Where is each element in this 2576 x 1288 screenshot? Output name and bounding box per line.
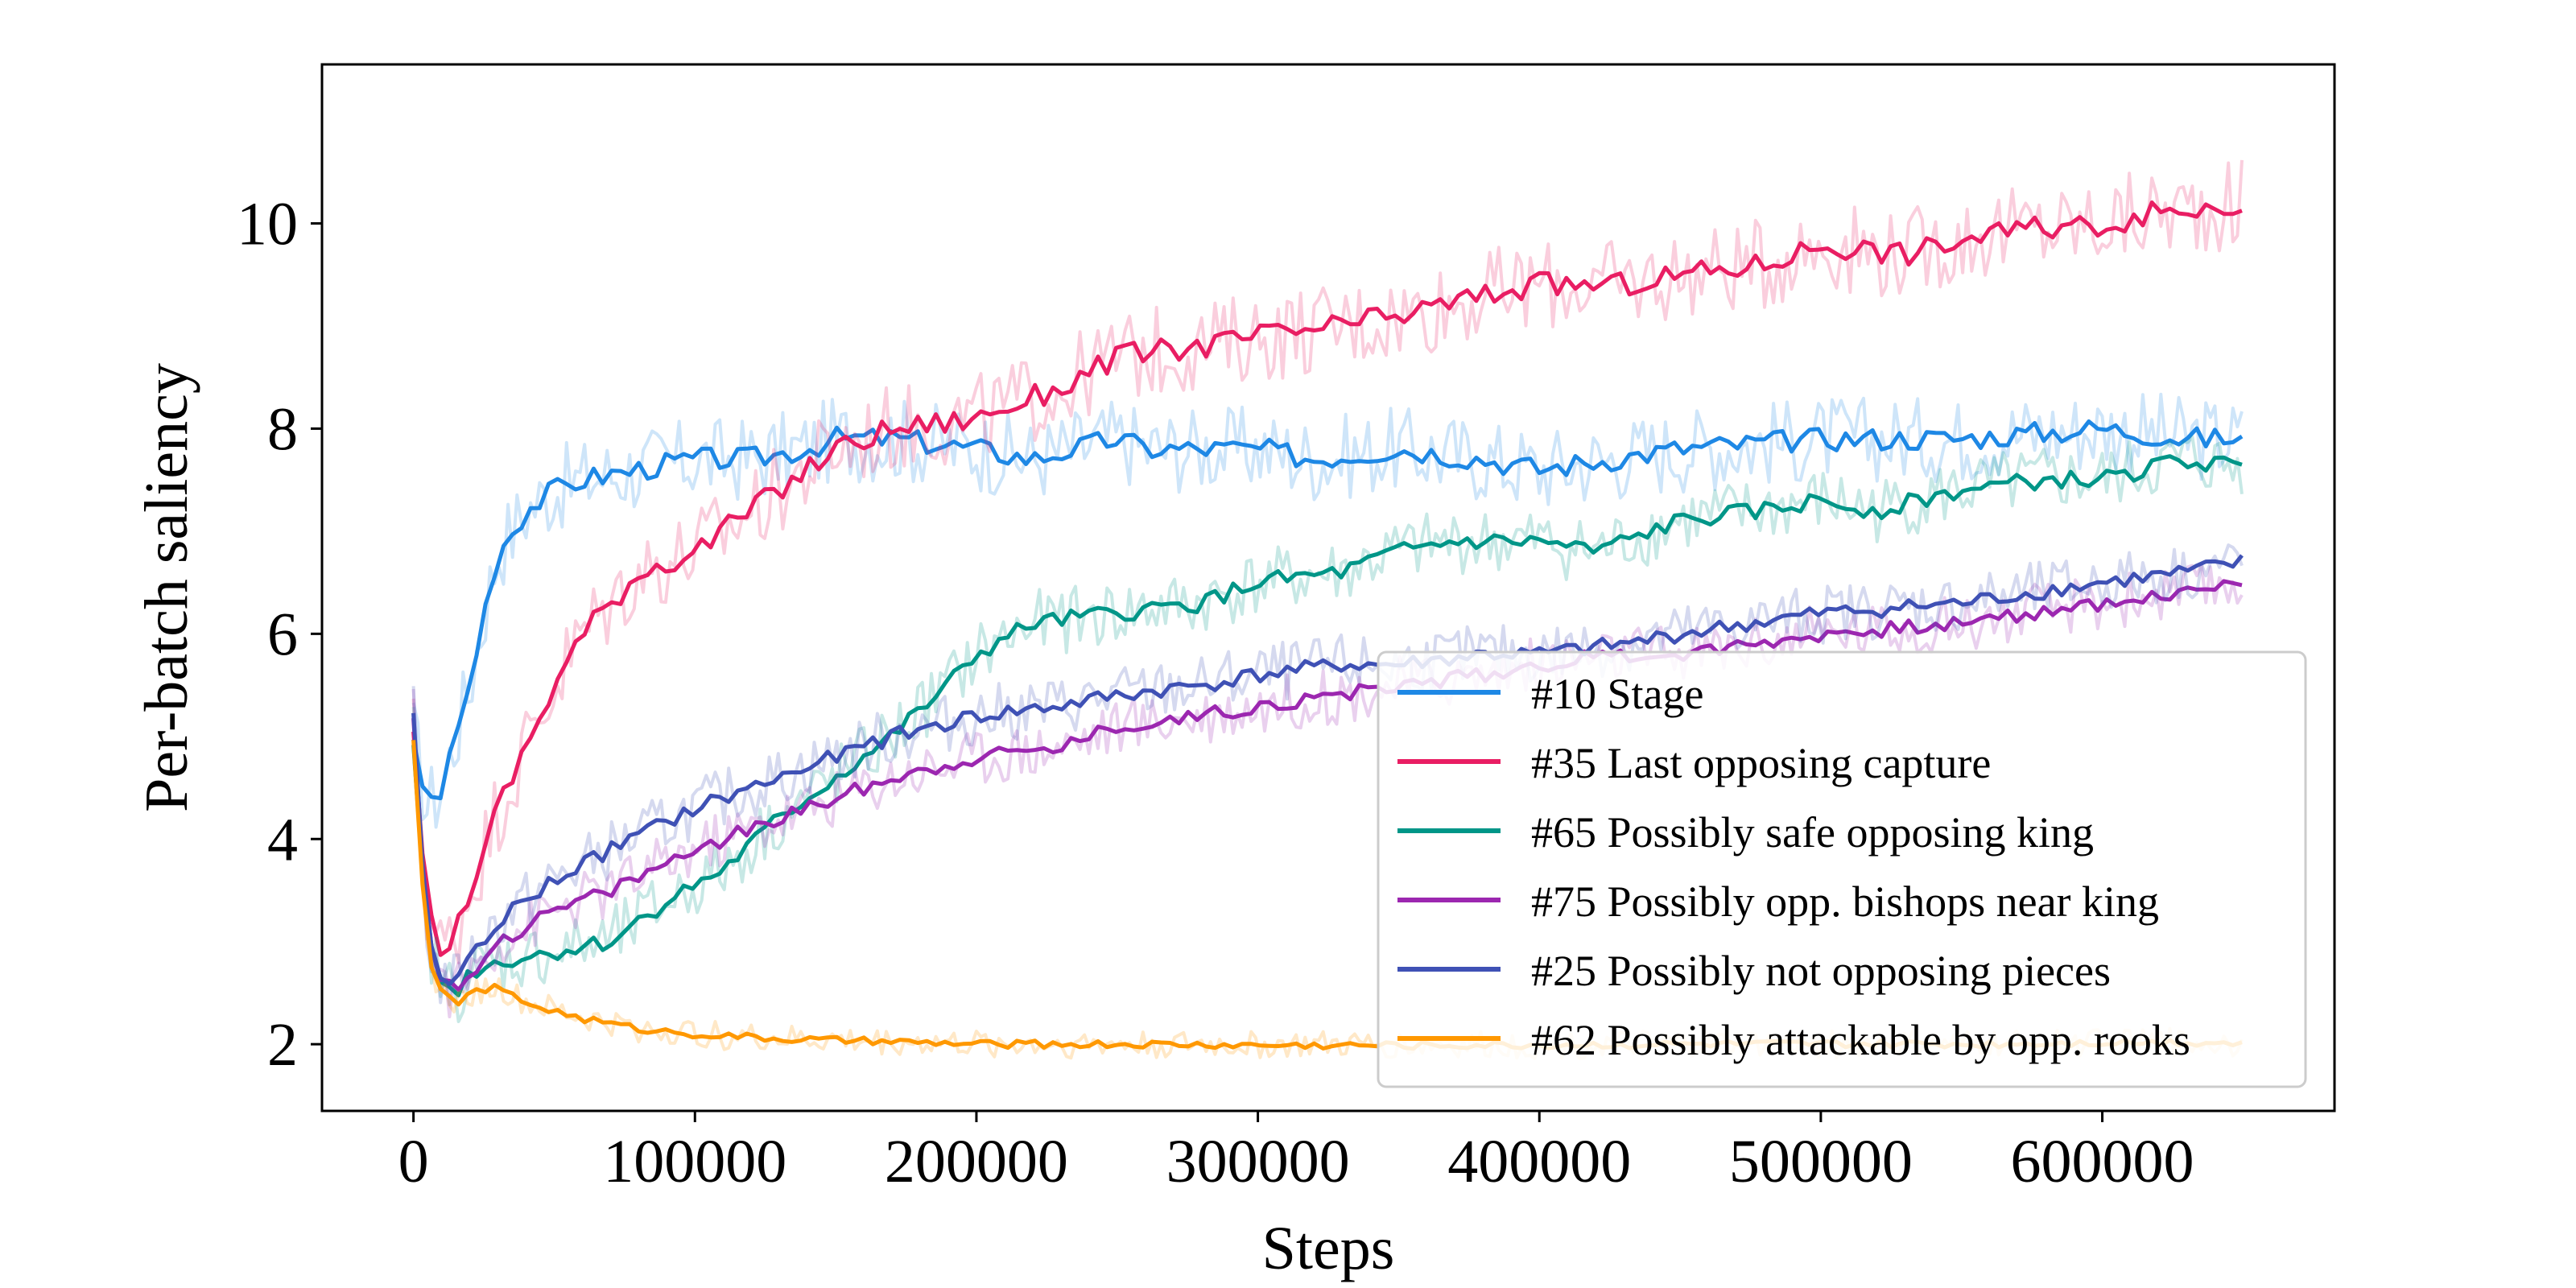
legend-label-35-last-opposing-capture: #35 Last opposing capture [1531,739,1991,787]
y-tick-label: 6 [267,601,298,668]
y-tick-label: 2 [267,1011,298,1079]
legend: #10 Stage #35 Last opposing capture #65 Po… [1377,650,2307,1088]
x-tick-label: 300000 [1166,1128,1350,1195]
legend-label-75-possibly-opp-bishops-near-king: #75 Possibly opp. bishops near king [1531,877,2159,926]
series-line-65-possibly-safe-opposing-king [411,454,2243,997]
series-noise-10-stage [411,392,2244,829]
y-axis-title: Per-batch saliency [133,363,200,812]
x-tick-label: 400000 [1447,1128,1631,1195]
y-tick-label: 4 [267,806,298,873]
y-tick-label: 8 [267,395,298,463]
series-line-35-last-opposing-capture [411,200,2243,957]
series-line-25-possibly-not-opposing-pieces [411,554,2244,987]
x-tick-label: 500000 [1729,1128,1913,1195]
x-tick-label: 0 [398,1128,429,1195]
ticks-layer: 0 100000 200000 300000 400000 500000 600000 2 4 6… [237,191,2194,1195]
legend-label-62-possibly-attackable-by-opp-rooks: #62 Possibly attackable by opp. rooks [1531,1016,2190,1064]
x-tick-label: 100000 [603,1128,786,1195]
plot-frame [320,63,2336,1113]
x-axis-title: Steps [1262,1215,1395,1282]
legend-label-25-possibly-not-opposing-pieces: #25 Possibly not opposing pieces [1531,947,2111,995]
y-tick-label: 10 [237,191,298,258]
legend-label-10-stage: #10 Stage [1531,670,1703,718]
series-line-75-possibly-opp-bishops-near-king [411,579,2243,992]
x-tick-label: 600000 [2011,1128,2194,1195]
x-tick-label: 200000 [885,1128,1068,1195]
legend-box [1377,650,2307,1088]
series-noise-25-possibly-not-opposing-pieces [411,543,2244,1006]
series-line-10-stage [411,419,2244,801]
series-noise-65-possibly-safe-opposing-king [411,435,2244,1023]
legend-label-65-possibly-safe-opposing-king: #65 Possibly safe opposing king [1531,808,2094,857]
